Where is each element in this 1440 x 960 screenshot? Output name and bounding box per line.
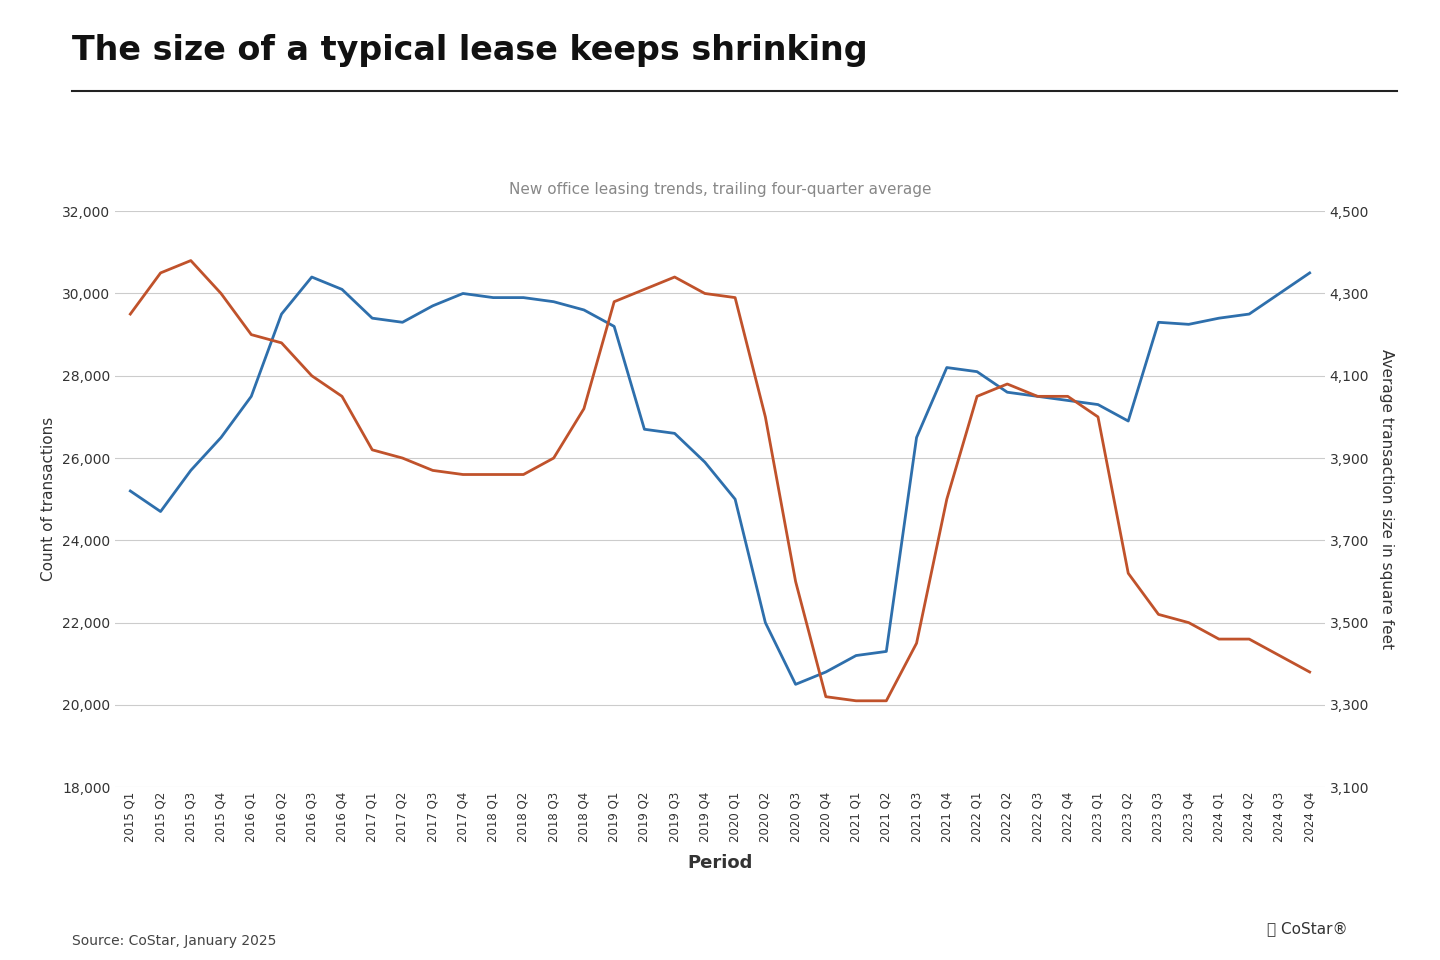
X-axis label: Period: Period: [687, 853, 753, 872]
Y-axis label: Average transaction size in square feet: Average transaction size in square feet: [1380, 349, 1394, 649]
Text: Ⓒ CoStar®: Ⓒ CoStar®: [1267, 921, 1348, 936]
Text: New office leasing trends, trailing four-quarter average: New office leasing trends, trailing four…: [508, 181, 932, 197]
Text: The size of a typical lease keeps shrinking: The size of a typical lease keeps shrink…: [72, 34, 868, 66]
Text: Source: CoStar, January 2025: Source: CoStar, January 2025: [72, 934, 276, 948]
Y-axis label: Count of transactions: Count of transactions: [42, 417, 56, 582]
